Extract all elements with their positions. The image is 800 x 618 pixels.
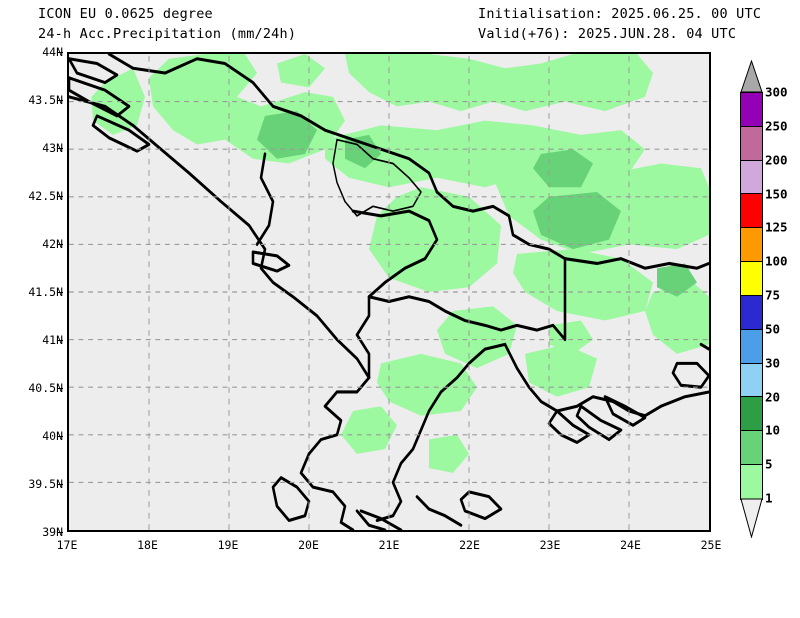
longitude-tick-label: 20E xyxy=(298,538,319,552)
colorbar-band xyxy=(741,329,762,364)
latitude-axis: 39N 39.5N 40N 40.5N 41N 41.5N 42N 42.5N 43N 43.5N… xyxy=(0,45,63,539)
colorbar-band xyxy=(741,431,762,466)
latitude-tick-label: 40N xyxy=(42,429,63,443)
latitude-tick-label: 42N xyxy=(42,237,63,251)
longitude-tick-label: 25E xyxy=(700,538,722,552)
latitude-tick-mark xyxy=(57,244,63,245)
map-plot-area xyxy=(67,52,711,532)
latitude-tick-mark xyxy=(57,196,63,197)
latitude-tick-label: 44N xyxy=(42,45,63,59)
colorbar-band xyxy=(741,126,762,161)
latitude-tick-mark xyxy=(57,436,63,437)
colorbar-tick-label: 150 xyxy=(765,186,788,201)
latitude-tick-mark xyxy=(57,484,63,485)
colorbar-band xyxy=(741,397,762,432)
longitude-tick-label: 21E xyxy=(378,538,400,552)
colorbar-band xyxy=(741,465,762,499)
colorbar-tick-label: 10 xyxy=(765,422,781,438)
latitude-tick-label: 41N xyxy=(42,333,63,347)
colorbar-tick-label: 1 xyxy=(765,490,773,506)
colorbar-tick-label: 100 xyxy=(765,253,788,269)
colorbar-band xyxy=(741,160,762,195)
colorbar-bands xyxy=(740,92,763,500)
colorbar-tick-label: 30 xyxy=(765,355,781,371)
colorbar-tick-label: 5 xyxy=(765,456,773,472)
grid-layer xyxy=(69,54,709,530)
map-canvas xyxy=(69,54,709,530)
colorbar-band xyxy=(741,93,762,127)
colorbar-band xyxy=(741,262,762,296)
model-title: ICON EU 0.0625 degree xyxy=(38,6,213,22)
colorbar-band xyxy=(741,363,762,398)
precip-layer-1-5mm xyxy=(91,54,709,473)
longitude-tick-label: 18E xyxy=(137,538,158,552)
colorbar-legend: 300 250 200 150 125 100 75 50 30 20 10 5 1 xyxy=(735,60,797,538)
colorbar-tick-label: 300 xyxy=(765,84,788,100)
latitude-tick-label: 42.5N xyxy=(28,189,63,203)
latitude-tick-label: 43N xyxy=(42,141,63,155)
longitude-tick-label: 22E xyxy=(459,538,480,552)
colorbar-band xyxy=(741,194,762,229)
latitude-tick-mark xyxy=(57,292,63,293)
latitude-tick-label: 41.5N xyxy=(28,285,63,299)
colorbar-tick-label: 20 xyxy=(765,389,781,404)
latitude-tick-label: 39.5N xyxy=(28,477,63,491)
coastline-layer xyxy=(69,54,709,530)
longitude-tick-label: 23E xyxy=(539,538,561,552)
colorbar-band xyxy=(741,228,762,263)
latitude-tick-label: 39N xyxy=(42,525,63,539)
longitude-tick-label: 24E xyxy=(620,538,641,552)
longitude-axis: 17E 18E 19E 20E 21E 22E 23E 24E 25E xyxy=(57,532,722,554)
map-frame xyxy=(67,52,711,532)
colorbar-tick-label: 200 xyxy=(765,152,788,168)
latitude-tick-mark xyxy=(57,148,63,149)
longitude-tick-label: 19E xyxy=(217,538,239,552)
colorbar-tick-label: 125 xyxy=(765,219,788,235)
latitude-tick-mark xyxy=(57,100,63,101)
colorbar-band xyxy=(741,295,762,330)
colorbar-tick-label: 50 xyxy=(765,321,781,337)
valid-time: Valid(+76): 2025.JUN.28. 04 UTC xyxy=(478,26,737,42)
longitude-tick-label: 17E xyxy=(56,538,78,552)
colorbar-over-arrow xyxy=(740,60,763,93)
latitude-tick-mark xyxy=(57,340,63,341)
latitude-tick-label: 40.5N xyxy=(28,381,63,395)
latitude-tick-mark xyxy=(57,388,63,389)
latitude-tick-mark xyxy=(57,52,63,53)
latitude-tick-label: 43.5N xyxy=(28,93,63,107)
field-title: 24-h Acc.Precipitation (mm/24h) xyxy=(38,26,297,42)
initialisation-time: Initialisation: 2025.06.25. 00 UTC xyxy=(478,6,762,22)
colorbar-tick-label: 75 xyxy=(765,287,781,303)
colorbar-under-arrow xyxy=(740,498,763,538)
colorbar-tick-label: 250 xyxy=(765,118,788,134)
latitude-tick-mark xyxy=(57,532,63,533)
